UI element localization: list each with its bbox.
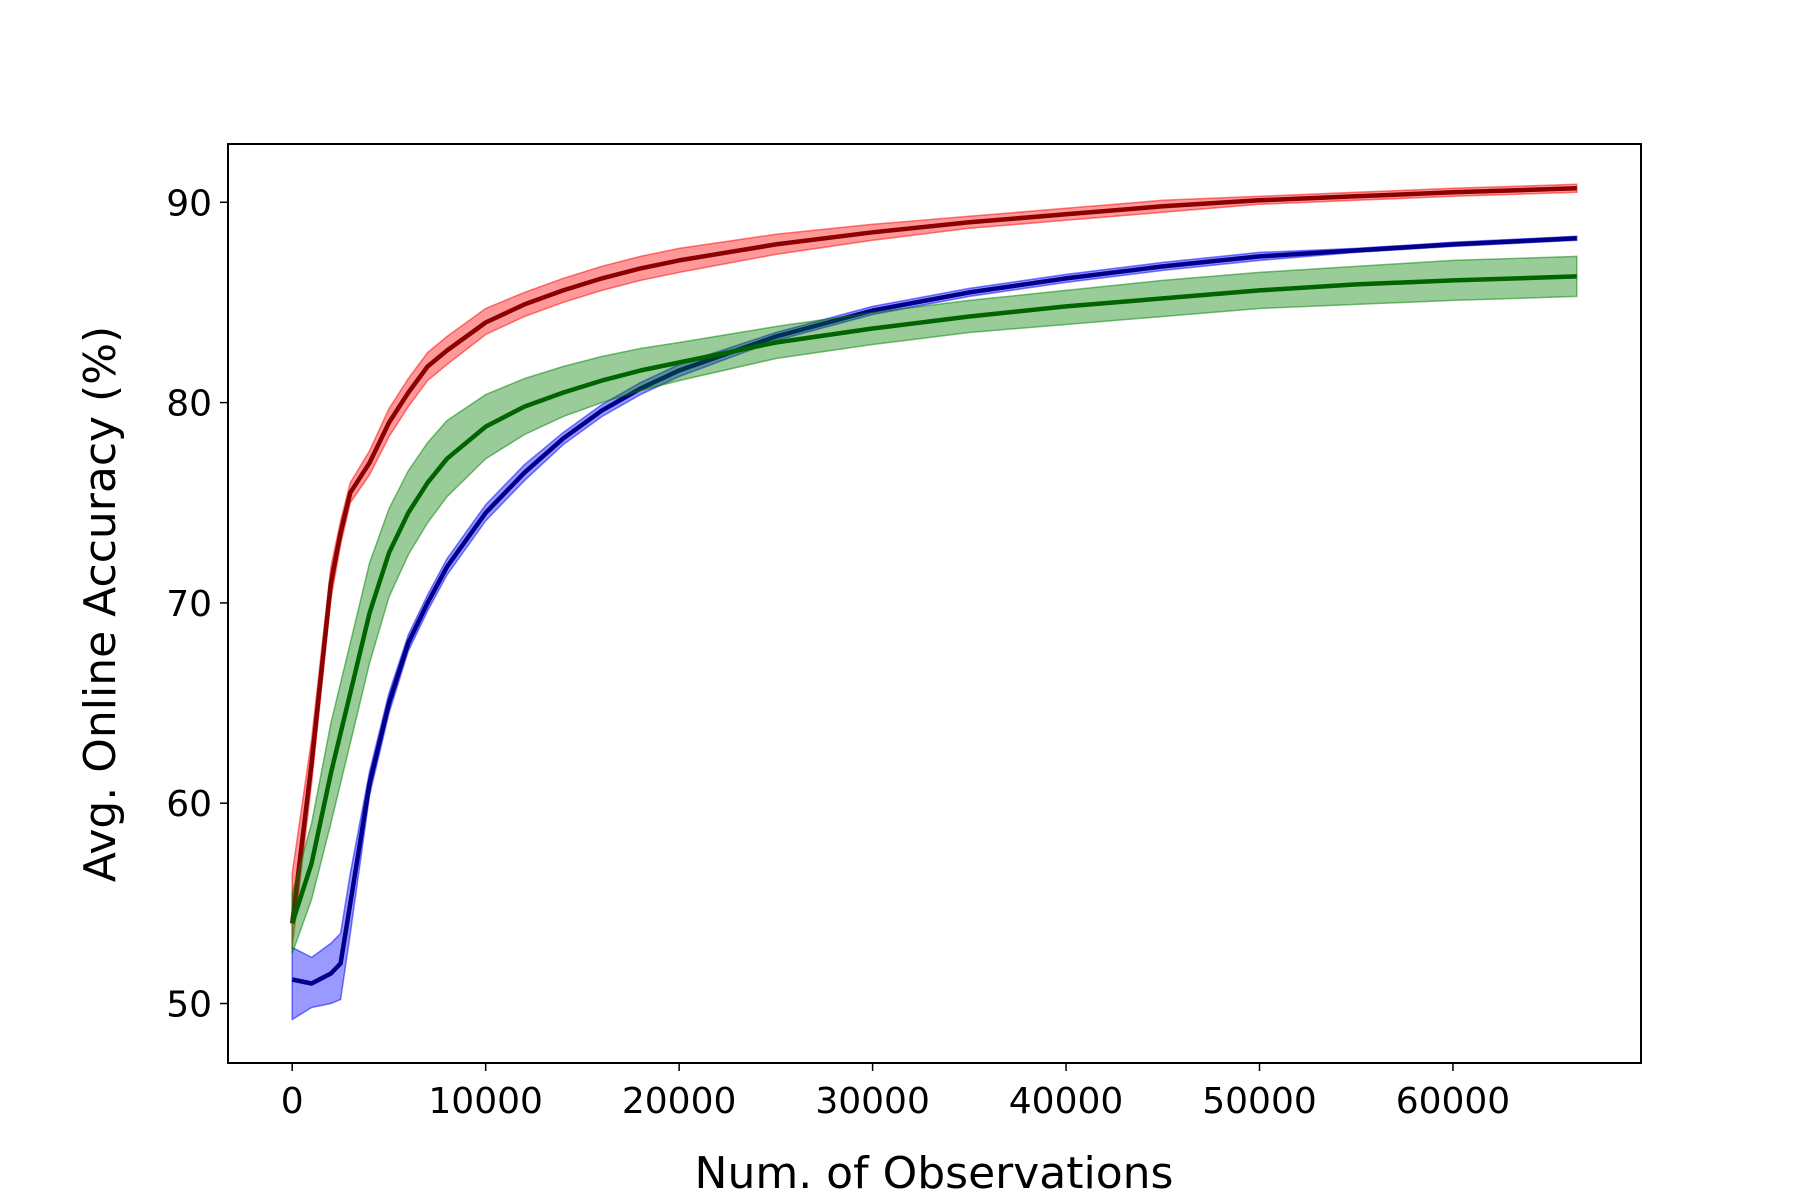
x-tick-label: 10000 bbox=[428, 1081, 543, 1122]
y-tick-label: 70 bbox=[166, 584, 212, 625]
confidence-band bbox=[291, 183, 1578, 948]
series-line bbox=[291, 236, 1577, 986]
confidence-band bbox=[291, 235, 1578, 1021]
x-tick-label: 0 bbox=[281, 1081, 304, 1122]
y-tick-label: 80 bbox=[166, 384, 212, 425]
y-tick-label: 90 bbox=[166, 183, 212, 224]
x-tick-label: 40000 bbox=[1009, 1081, 1124, 1122]
x-tick-label: 30000 bbox=[815, 1081, 930, 1122]
x-tick-label: 60000 bbox=[1396, 1081, 1511, 1122]
plot-frame bbox=[227, 143, 1642, 1064]
x-axis-label: Num. of Observations bbox=[695, 1148, 1174, 1199]
series-line bbox=[290, 274, 1577, 925]
confidence-band bbox=[291, 255, 1578, 954]
y-tick-label: 50 bbox=[166, 985, 212, 1026]
y-axis-label: Avg. Online Accuracy (%) bbox=[75, 326, 126, 882]
y-tick-label: 60 bbox=[166, 784, 212, 825]
x-tick-label: 50000 bbox=[1202, 1081, 1317, 1122]
series-line bbox=[289, 186, 1577, 924]
x-tick-label: 20000 bbox=[622, 1081, 737, 1122]
